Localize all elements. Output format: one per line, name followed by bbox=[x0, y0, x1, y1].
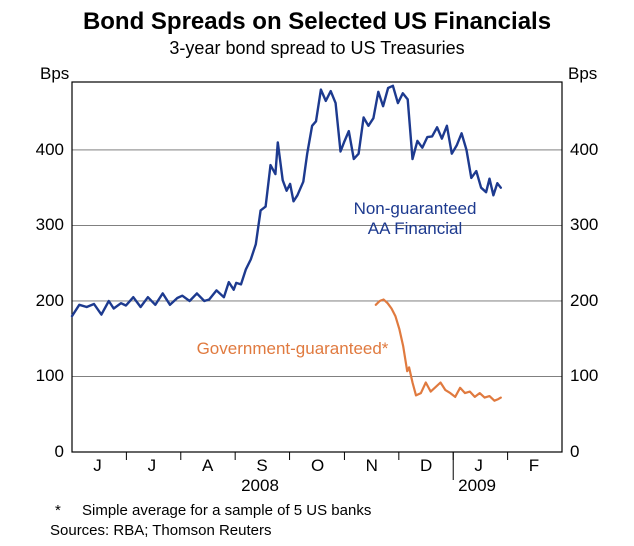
x-year-label: 2008 bbox=[241, 476, 279, 496]
series-label: Government-guaranteed* bbox=[0, 339, 610, 359]
x-month-label: J bbox=[474, 456, 483, 476]
series-label: AA Financial bbox=[98, 219, 634, 239]
x-month-label: F bbox=[529, 456, 539, 476]
y-tick-left: 0 bbox=[55, 442, 64, 462]
y-tick-right: 400 bbox=[570, 140, 598, 160]
series-label: Non-guaranteed bbox=[98, 199, 634, 219]
x-month-label: J bbox=[93, 456, 102, 476]
x-month-label: J bbox=[148, 456, 157, 476]
y-tick-right: 200 bbox=[570, 291, 598, 311]
y-tick-right: 100 bbox=[570, 366, 598, 386]
chart-container: Bond Spreads on Selected US Financials 3… bbox=[0, 0, 634, 546]
y-axis-label-left: Bps bbox=[40, 64, 69, 84]
x-year-label: 2009 bbox=[458, 476, 496, 496]
y-tick-left: 400 bbox=[36, 140, 64, 160]
x-month-label: A bbox=[202, 456, 213, 476]
y-tick-left: 300 bbox=[36, 215, 64, 235]
y-axis-label-right: Bps bbox=[568, 64, 597, 84]
y-tick-left: 100 bbox=[36, 366, 64, 386]
x-month-label: D bbox=[420, 456, 432, 476]
x-month-label: O bbox=[311, 456, 324, 476]
x-month-label: S bbox=[256, 456, 267, 476]
y-tick-left: 200 bbox=[36, 291, 64, 311]
x-month-label: N bbox=[366, 456, 378, 476]
footnote-text: Simple average for a sample of 5 US bank… bbox=[82, 502, 371, 519]
footnote-asterisk: * bbox=[55, 502, 61, 519]
footnote-sources: Sources: RBA; Thomson Reuters bbox=[50, 522, 271, 539]
y-tick-right: 0 bbox=[570, 442, 579, 462]
